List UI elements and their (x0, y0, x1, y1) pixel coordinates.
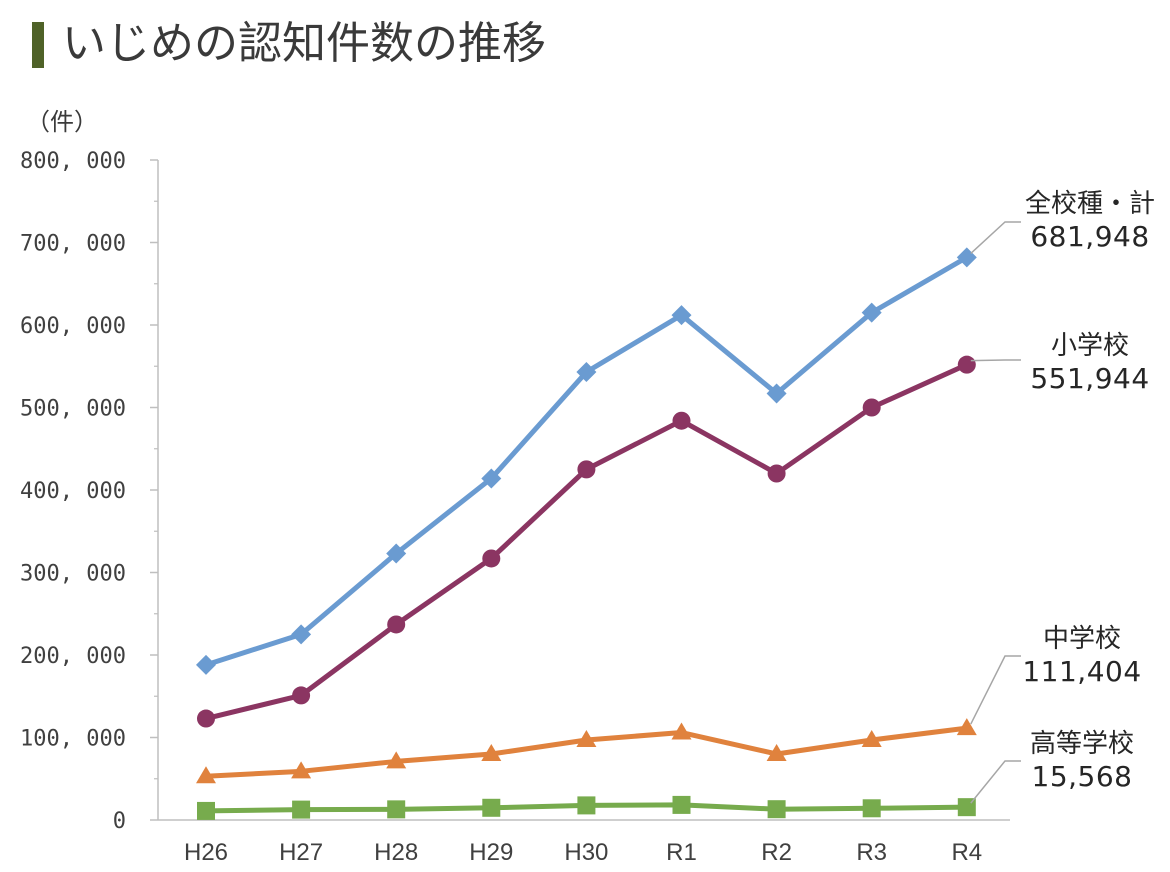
series-value-label: 551,944 (1030, 362, 1149, 395)
diamond-marker (861, 302, 882, 323)
triangle-marker (291, 761, 312, 779)
triangle-marker (386, 751, 407, 769)
series-value-label: 681,948 (1030, 220, 1149, 253)
square-marker (862, 799, 881, 818)
series-value-label: 15,568 (1032, 760, 1133, 793)
diamond-marker (671, 305, 692, 326)
square-marker (387, 800, 406, 819)
y-tick-label: 500, 000 (20, 397, 126, 422)
circle-marker (577, 460, 596, 479)
x-tick-label: H27 (279, 839, 323, 866)
triangle-marker (956, 718, 977, 736)
page-title: いじめの認知件数の推移 (62, 18, 546, 69)
diamond-marker (956, 247, 977, 268)
leader-line (970, 359, 1021, 362)
y-axis-unit-label: （件） (26, 108, 98, 136)
diamond-marker (386, 543, 407, 564)
circle-marker (482, 549, 501, 568)
triangle-marker (576, 729, 597, 747)
circle-marker (387, 615, 406, 634)
series-line (205, 362, 968, 721)
triangle-marker (671, 722, 692, 740)
series-name-label: 全校種・計 (1025, 189, 1155, 219)
x-tick-label: H30 (564, 839, 608, 866)
square-marker (197, 801, 215, 820)
series-name-label: 高等学校 (1030, 729, 1134, 759)
circle-marker (672, 411, 691, 430)
title-accent-bar (32, 22, 44, 68)
diamond-marker (481, 468, 502, 489)
x-tick-label: R1 (666, 839, 697, 866)
diamond-marker (291, 624, 312, 645)
y-tick-label: 700, 000 (20, 232, 126, 257)
x-tick-label: R2 (761, 839, 792, 866)
series-name-label: 小学校 (1051, 331, 1129, 361)
triangle-marker (861, 729, 882, 747)
diamond-marker (766, 383, 787, 404)
circle-marker (197, 709, 215, 728)
triangle-marker (766, 744, 787, 761)
y-tick-label: 400, 000 (20, 479, 126, 504)
leader-line (970, 221, 1021, 254)
y-tick-label: 300, 000 (20, 562, 126, 587)
series-value-label: 111,404 (1022, 655, 1141, 688)
series-name-label: 中学校 (1043, 624, 1121, 654)
square-marker (767, 800, 786, 819)
square-marker (577, 796, 596, 815)
triangle-marker (196, 766, 216, 784)
circle-marker (862, 398, 881, 417)
diamond-marker (196, 654, 216, 675)
x-tick-label: H26 (184, 839, 228, 866)
x-tick-label: H28 (374, 839, 418, 866)
square-marker (672, 795, 691, 814)
y-tick-label: 800, 000 (20, 149, 126, 174)
leader-line (970, 760, 1021, 804)
y-tick-label: 600, 000 (20, 314, 126, 339)
circle-marker (957, 355, 976, 374)
square-marker (292, 800, 311, 819)
x-tick-label: R4 (951, 839, 982, 866)
circle-marker (292, 686, 311, 705)
triangle-marker (481, 744, 502, 761)
square-marker (482, 798, 501, 817)
y-tick-label: 200, 000 (20, 644, 126, 669)
y-tick-label: 100, 000 (20, 727, 126, 752)
leader-line (970, 655, 1021, 725)
x-tick-label: H29 (469, 839, 513, 866)
diamond-marker (576, 362, 597, 383)
y-tick-label: 0 (113, 809, 126, 834)
circle-marker (767, 464, 786, 483)
x-tick-label: R3 (856, 839, 887, 866)
